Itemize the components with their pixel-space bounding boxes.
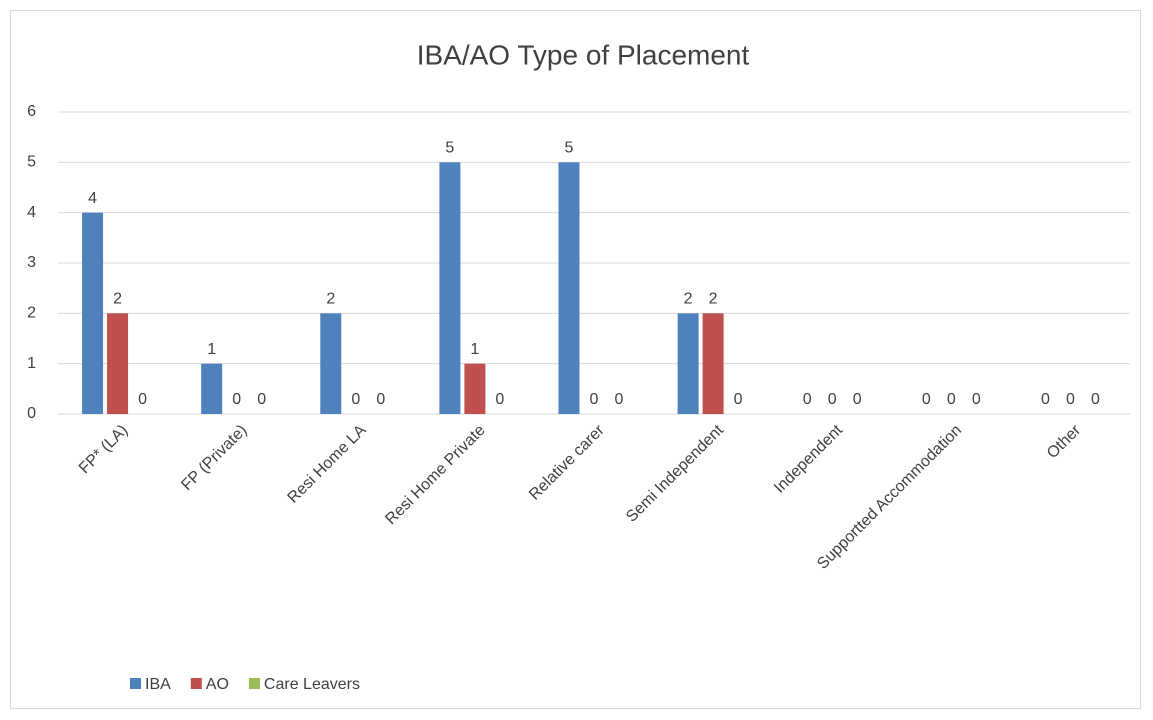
bar [439,162,461,414]
legend-swatch [248,678,260,689]
data-label: 0 [1091,391,1100,408]
data-label: 5 [445,140,454,157]
y-tick-label: 0 [27,405,36,422]
bar [464,363,486,414]
y-tick-label: 1 [27,355,36,372]
y-tick-label: 3 [27,254,36,271]
bar [320,313,342,414]
data-label: 1 [207,341,216,358]
data-label: 0 [1041,391,1050,408]
data-label: 0 [351,391,360,408]
data-label: 0 [803,391,812,408]
data-label: 0 [590,391,599,408]
bar [677,313,699,414]
data-label: 0 [922,391,931,408]
bar [558,162,580,414]
legend-swatch [130,678,141,689]
data-label: 0 [232,391,241,408]
bar [702,313,724,414]
data-label: 0 [376,391,385,408]
data-label: 0 [1066,391,1075,408]
data-label: 2 [326,291,335,308]
y-tick-label: 2 [27,305,36,322]
data-label: 0 [972,391,981,408]
bar [82,212,104,414]
bar [201,363,223,414]
data-label: 0 [734,391,743,408]
data-label: 2 [684,291,693,308]
data-label: 1 [470,341,479,358]
legend-label: Care Leavers [264,676,360,693]
data-label: 2 [113,291,122,308]
bar [107,313,129,414]
legend-label: AO [206,676,229,693]
data-label: 0 [947,391,956,408]
data-label: 4 [88,190,97,207]
data-label: 0 [615,391,624,408]
data-label: 0 [495,391,504,408]
data-label: 0 [257,391,266,408]
data-label: 2 [709,291,718,308]
legend-swatch [190,678,202,689]
data-label: 5 [565,140,574,157]
y-tick-label: 5 [27,154,36,171]
data-label: 0 [853,391,862,408]
y-tick-label: 6 [27,103,36,120]
data-label: 0 [138,391,147,408]
legend-label: IBA [145,676,171,693]
chart-title: IBA/AO Type of Placement [417,39,750,70]
data-label: 0 [828,391,837,408]
y-tick-label: 4 [27,204,36,221]
